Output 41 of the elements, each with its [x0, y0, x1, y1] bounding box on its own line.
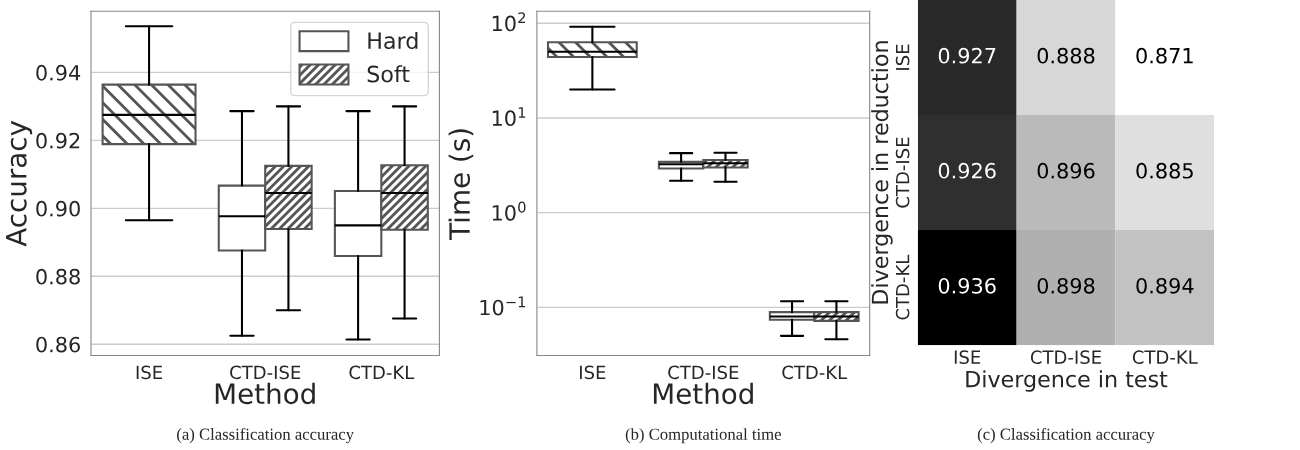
x-axis-title: Method [653, 382, 753, 405]
y-tick-label: 0.94 [36, 64, 81, 81]
text: (c) Classification accuracy [977, 427, 1155, 444]
data-label: 0.888 [1037, 47, 1095, 64]
data-label: 0.898 [1037, 277, 1095, 294]
data-label: 0.927 [938, 47, 996, 64]
data-label: 0.894 [1136, 277, 1194, 294]
y-tick-label: CTD-KL [895, 254, 910, 320]
legend-label: Hard [368, 31, 418, 50]
y-axis-title: Accuracy [6, 120, 33, 247]
x-tick-label: ISE [954, 350, 981, 364]
y-axis-title: Divergence in reduction [871, 41, 893, 304]
x-axis-title: Divergence in test [966, 370, 1168, 392]
x-tick-label: CTD-ISE [668, 365, 739, 380]
y-tick-label: 10$^{2}$ [492, 12, 526, 32]
y-axis-title: Time (s) [448, 129, 474, 240]
data-label: 0.926 [938, 162, 996, 179]
x-tick-label: CTD-KL [1132, 350, 1198, 364]
x-tick-label: CTD-ISE [230, 365, 301, 380]
y-tick-label: 0.92 [36, 132, 80, 149]
legend-label: Soft [367, 65, 410, 83]
y-tick-label: 10$^{0}$ [492, 201, 526, 221]
x-tick-label: ISE [136, 365, 163, 380]
y-tick-label: 10$^{1}$ [492, 107, 526, 127]
y-tick-label: 0.88 [36, 268, 80, 285]
y-tick-label: 0.86 [36, 336, 80, 353]
x-tick-label: CTD-KL [782, 365, 848, 380]
data-label: 0.871 [1136, 47, 1193, 64]
y-tick-label: CTD-ISE [895, 137, 910, 208]
data-label: 0.896 [1037, 162, 1095, 179]
y-tick-label: 10$^{−1}$ [480, 296, 526, 316]
data-label: 0.885 [1136, 162, 1193, 179]
data-label: 0.936 [938, 277, 996, 294]
y-tick-label: ISE [895, 44, 910, 70]
y-tick-label: 0.90 [36, 200, 80, 217]
text: (a) Classification accuracy [177, 427, 354, 444]
x-tick-label: ISE [580, 365, 606, 380]
x-axis-title: Method [215, 382, 315, 405]
x-tick-label: CTD-KL [349, 365, 415, 380]
text: (b) Computational time [625, 428, 781, 444]
x-tick-label: CTD-ISE [1030, 350, 1101, 364]
